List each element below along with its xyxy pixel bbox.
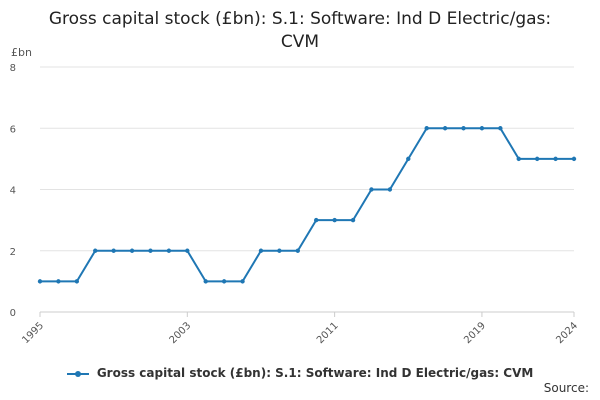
chart-title: Gross capital stock (£bn): S.1: Software… bbox=[0, 8, 600, 54]
data-point bbox=[203, 279, 208, 284]
legend-swatch bbox=[66, 369, 89, 379]
axes: £bn 0 2 4 6 8 1995 2003 2011 2019 2024 bbox=[10, 46, 580, 346]
data-point bbox=[185, 248, 190, 253]
x-tick-label: 1995 bbox=[20, 320, 46, 346]
series-line bbox=[40, 127, 574, 283]
source-label: Source: bbox=[543, 381, 589, 395]
data-point bbox=[295, 248, 300, 253]
data-point bbox=[516, 156, 521, 162]
data-point bbox=[148, 248, 153, 253]
data-point bbox=[240, 279, 245, 284]
chart-title-line-2: CVM bbox=[280, 32, 320, 52]
data-point bbox=[571, 156, 577, 162]
data-point bbox=[424, 126, 429, 131]
y-tick-label: 8 bbox=[10, 63, 16, 74]
x-tick-label: 2024 bbox=[554, 320, 580, 346]
data-point bbox=[350, 217, 356, 223]
data-point bbox=[553, 156, 558, 162]
x-tick-label: 2019 bbox=[462, 320, 488, 346]
data-point bbox=[369, 187, 374, 192]
data-point bbox=[221, 279, 227, 284]
data-point bbox=[74, 279, 80, 284]
y-unit-label: £bn bbox=[11, 46, 32, 59]
data-point bbox=[56, 279, 61, 284]
y-tick-label: 0 bbox=[10, 308, 16, 319]
x-tick-label: 2011 bbox=[315, 320, 341, 346]
legend-label: Gross capital stock (£bn): S.1: Software… bbox=[96, 366, 534, 380]
data-point bbox=[37, 279, 43, 284]
x-tick-label: 2003 bbox=[168, 320, 194, 346]
data-point bbox=[406, 156, 411, 162]
data-point bbox=[479, 126, 485, 131]
data-point bbox=[387, 187, 393, 192]
data-point bbox=[129, 248, 135, 253]
y-tick-label: 6 bbox=[10, 124, 16, 135]
legend: Gross capital stock (£bn): S.1: Software… bbox=[0, 366, 600, 380]
data-point bbox=[166, 248, 172, 253]
y-tick-label: 2 bbox=[10, 247, 16, 258]
data-point bbox=[534, 156, 540, 162]
data-point bbox=[442, 126, 448, 131]
data-point bbox=[498, 126, 503, 131]
data-point bbox=[277, 248, 282, 253]
data-point bbox=[332, 217, 337, 223]
chart-title-line-1: Gross capital stock (£bn): S.1: Software… bbox=[48, 9, 552, 29]
gridlines bbox=[40, 66, 574, 252]
data-point bbox=[111, 248, 116, 253]
data-point bbox=[461, 126, 466, 131]
data-point bbox=[314, 217, 319, 223]
data-point bbox=[93, 248, 98, 253]
y-tick-label: 4 bbox=[10, 186, 16, 197]
data-point bbox=[258, 248, 264, 253]
series bbox=[37, 126, 577, 284]
